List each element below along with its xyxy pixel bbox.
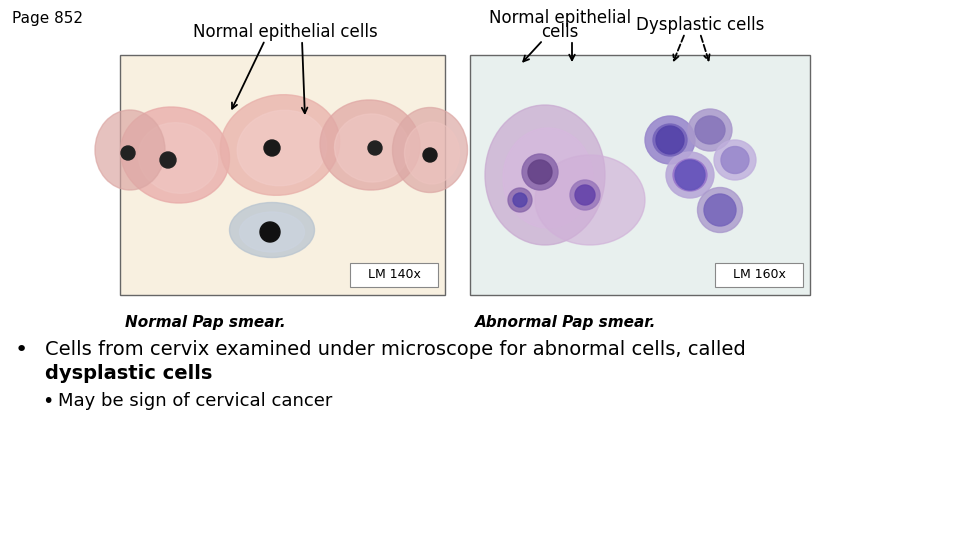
- Ellipse shape: [220, 94, 340, 195]
- Ellipse shape: [404, 122, 460, 184]
- Ellipse shape: [695, 116, 725, 144]
- Text: Dysplastic cells: Dysplastic cells: [636, 16, 764, 34]
- Circle shape: [570, 180, 600, 210]
- Circle shape: [160, 152, 176, 168]
- Text: dysplastic cells: dysplastic cells: [45, 364, 212, 383]
- Ellipse shape: [645, 116, 695, 164]
- Circle shape: [513, 193, 527, 207]
- Circle shape: [522, 154, 558, 190]
- Ellipse shape: [229, 202, 315, 258]
- Circle shape: [704, 194, 736, 226]
- Circle shape: [528, 160, 552, 184]
- Circle shape: [675, 160, 705, 190]
- Circle shape: [656, 126, 684, 154]
- Circle shape: [260, 222, 280, 242]
- Ellipse shape: [120, 107, 229, 203]
- Text: Cells from cervix examined under microscope for abnormal cells, called: Cells from cervix examined under microsc…: [45, 340, 746, 359]
- Circle shape: [121, 146, 135, 160]
- Ellipse shape: [95, 110, 165, 190]
- Text: Normal Pap smear.: Normal Pap smear.: [125, 315, 286, 330]
- Text: LM 160x: LM 160x: [732, 268, 785, 281]
- Ellipse shape: [393, 107, 468, 192]
- Circle shape: [264, 140, 280, 156]
- Ellipse shape: [485, 105, 605, 245]
- Ellipse shape: [721, 146, 749, 173]
- Text: Abnormal Pap smear.: Abnormal Pap smear.: [475, 315, 657, 330]
- Text: •: •: [15, 340, 28, 360]
- Ellipse shape: [503, 128, 593, 228]
- FancyBboxPatch shape: [350, 263, 438, 287]
- Circle shape: [423, 148, 437, 162]
- Ellipse shape: [673, 159, 707, 191]
- Ellipse shape: [239, 212, 304, 252]
- FancyBboxPatch shape: [470, 55, 810, 295]
- Text: May be sign of cervical cancer: May be sign of cervical cancer: [58, 392, 332, 410]
- Ellipse shape: [320, 100, 420, 190]
- Ellipse shape: [698, 187, 742, 233]
- Ellipse shape: [535, 155, 645, 245]
- Ellipse shape: [334, 114, 410, 182]
- Ellipse shape: [714, 140, 756, 180]
- FancyBboxPatch shape: [120, 55, 445, 295]
- Ellipse shape: [653, 124, 687, 156]
- Text: Page 852: Page 852: [12, 10, 83, 25]
- Text: Normal epithelial cells: Normal epithelial cells: [193, 23, 377, 41]
- Text: Normal epithelial: Normal epithelial: [489, 9, 631, 27]
- Text: cells: cells: [541, 23, 579, 41]
- Circle shape: [575, 185, 595, 205]
- Ellipse shape: [138, 123, 218, 193]
- Text: •: •: [42, 392, 54, 411]
- Ellipse shape: [237, 110, 326, 186]
- Ellipse shape: [666, 152, 714, 198]
- Text: LM 140x: LM 140x: [368, 268, 420, 281]
- Circle shape: [508, 188, 532, 212]
- Circle shape: [368, 141, 382, 155]
- FancyBboxPatch shape: [715, 263, 803, 287]
- Ellipse shape: [688, 109, 732, 151]
